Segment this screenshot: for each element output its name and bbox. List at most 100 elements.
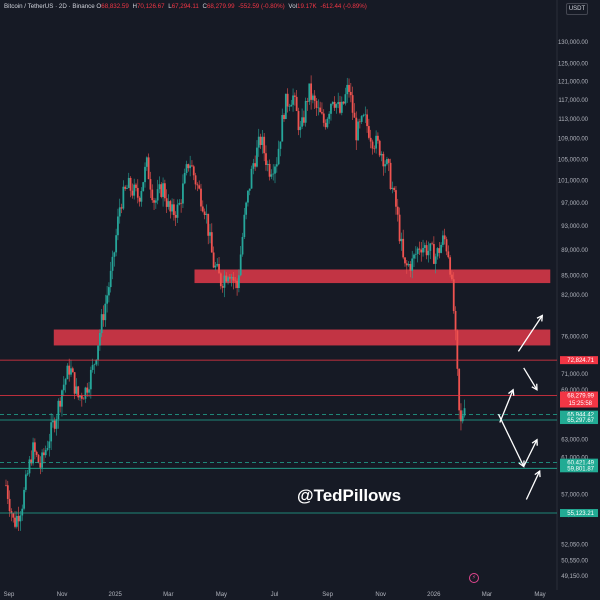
candle-body	[214, 265, 217, 268]
candle-body	[432, 244, 435, 264]
candle-body	[263, 136, 266, 154]
candle-body	[35, 451, 38, 455]
candle-body	[140, 191, 143, 202]
candle-body	[288, 106, 291, 108]
candle-body	[324, 122, 327, 128]
x-tick-label: 2025	[109, 592, 123, 598]
candle-body	[225, 275, 228, 282]
candle-body	[398, 214, 401, 242]
projection-arrow-head	[508, 388, 515, 396]
candle-body	[335, 104, 338, 108]
candle-body	[252, 163, 255, 169]
candle-body	[447, 251, 450, 258]
candle-body	[30, 459, 33, 464]
candle-body	[342, 101, 345, 104]
candle-body	[425, 245, 428, 256]
projection-arrow-head	[536, 314, 544, 322]
x-tick-label: Sep	[4, 592, 15, 598]
candle-body	[185, 164, 188, 173]
currency-button[interactable]: USDT	[566, 3, 588, 15]
candle-body	[173, 204, 175, 215]
y-tick-label: 85,000.00	[561, 273, 588, 279]
y-tick-label: 71,000.00	[561, 372, 588, 378]
candle-body	[346, 84, 349, 95]
y-tick-label: 101,000.00	[558, 179, 589, 185]
candle-body	[313, 95, 316, 101]
candle-body	[147, 157, 150, 180]
y-tick-label: 93,000.00	[561, 224, 588, 230]
x-tick-label: Jul	[271, 592, 279, 598]
candle-body	[32, 442, 34, 464]
candle-body	[46, 448, 49, 450]
candle-body	[62, 384, 65, 391]
candle-body	[113, 252, 116, 257]
candle-body	[201, 206, 204, 212]
candle-body	[454, 310, 457, 331]
candle-body	[218, 263, 220, 274]
candle-body	[53, 420, 56, 429]
candle-body	[129, 177, 132, 191]
candle-body	[310, 83, 313, 100]
candle-body	[371, 141, 374, 149]
candle-body	[234, 280, 237, 282]
candle-body	[212, 252, 215, 268]
candle-body	[163, 183, 166, 199]
price-level-label: 60,421.49	[567, 461, 594, 467]
candle-body	[452, 279, 455, 311]
candle-body	[71, 368, 74, 373]
candle-body	[451, 274, 453, 280]
symbol-name[interactable]: Bitcoin / TetherUS · 2D · Binance	[4, 3, 95, 10]
candle-body	[434, 256, 437, 264]
candle-body	[205, 213, 208, 215]
candle-body	[14, 517, 16, 527]
price-level-tag	[560, 458, 598, 467]
resistance-zone	[53, 329, 551, 346]
tradingview-logo-icon[interactable]: ⚡	[469, 573, 479, 583]
x-tick-label: May	[534, 592, 545, 598]
x-tick-label: 2026	[427, 592, 441, 598]
candle-body	[460, 410, 462, 422]
candle-body	[135, 184, 137, 188]
candle-body	[93, 364, 96, 366]
volume-value: 19.17K	[297, 3, 317, 10]
y-tick-label: 76,000.00	[561, 335, 588, 341]
candle-body	[104, 303, 107, 321]
candle-body	[232, 277, 235, 281]
candle-body	[142, 182, 145, 192]
ohlc-high: 70,126.67	[136, 3, 165, 10]
candle-body	[449, 257, 452, 275]
candle-body	[165, 198, 168, 207]
candle-body	[275, 164, 278, 167]
candle-body	[321, 112, 323, 114]
candle-body	[384, 164, 387, 167]
candle-body	[281, 115, 284, 142]
candles-group	[5, 75, 466, 532]
y-tick-label: 50,550.00	[561, 559, 588, 565]
candle-body	[241, 237, 244, 255]
candle-body	[250, 168, 253, 189]
candle-body	[322, 113, 325, 123]
candle-body	[302, 117, 305, 123]
candle-body	[144, 166, 146, 183]
y-tick-label: 130,000.00	[558, 40, 589, 46]
candle-body	[254, 163, 257, 167]
candle-body	[284, 93, 287, 119]
projection-arrow-head	[531, 438, 538, 446]
x-tick-label: Nov	[375, 592, 386, 598]
candle-body	[169, 201, 172, 212]
author-watermark: @TedPillows	[297, 486, 402, 505]
y-tick-label: 57,000.00	[561, 493, 588, 499]
candle-body	[404, 257, 406, 264]
candle-body	[15, 515, 18, 527]
candle-body	[210, 232, 213, 253]
candle-body	[409, 264, 412, 271]
candle-body	[331, 101, 334, 104]
candle-body	[277, 148, 280, 165]
candle-body	[268, 163, 271, 177]
candle-body	[248, 188, 251, 191]
candle-body	[108, 287, 110, 296]
candle-body	[349, 91, 352, 96]
candle-body	[102, 314, 105, 321]
